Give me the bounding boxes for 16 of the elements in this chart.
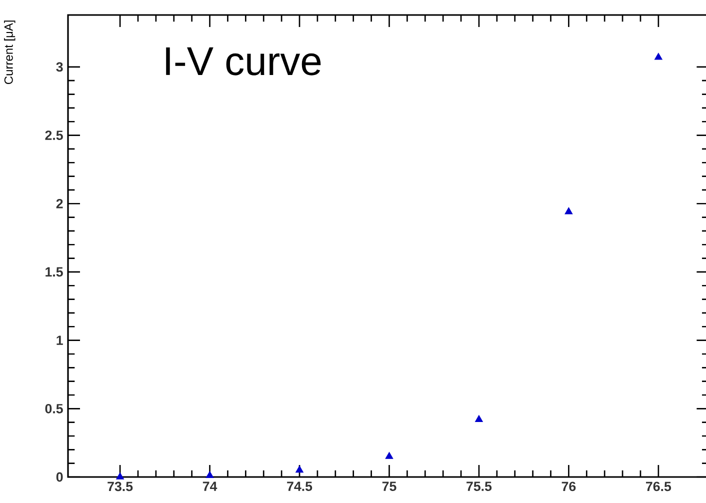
y-tick-label: 2.5 — [45, 130, 63, 140]
text: I-V curve — [166, 47, 321, 76]
y-tick-label: 1 — [56, 336, 63, 345]
x-tick-label: 74.5 — [287, 482, 312, 492]
y-tick-label: 2 — [56, 198, 63, 208]
x-tick-label: 75 — [382, 482, 396, 492]
x-tick-label: 76 — [562, 482, 576, 492]
y-tick-label: 1.5 — [46, 267, 63, 277]
x-tick-label: 76.5 — [646, 482, 672, 492]
x-tick-label: 73.5 — [108, 482, 133, 492]
y-tick-label: 0.5 — [45, 404, 63, 414]
y-tick-label: 0 — [56, 472, 63, 482]
y-tick-label: 3 — [56, 62, 63, 72]
x-tick-label: 74 — [202, 482, 218, 491]
x-tick-label: 75.5 — [466, 482, 492, 492]
y-axis-title: Current [μA] — [4, 20, 16, 84]
